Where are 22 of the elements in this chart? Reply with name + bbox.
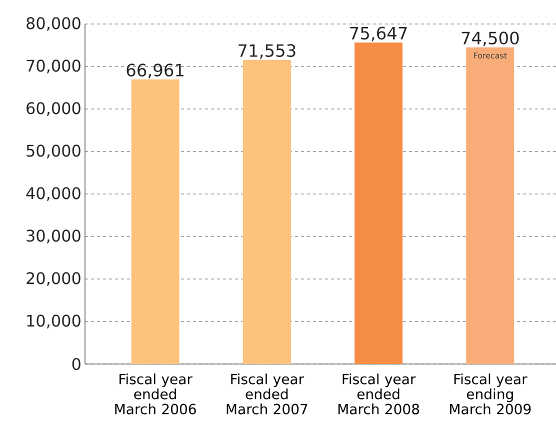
y-tick-label: 40,000: [26, 187, 80, 201]
y-tick-label: 10,000: [27, 314, 80, 328]
y-tick-label: 0: [72, 358, 80, 370]
y-tick-label: 50,000: [26, 144, 80, 158]
y-tick-label: 20,000: [26, 272, 80, 286]
y-tick-label: 70,000: [26, 60, 80, 74]
bar: [466, 47, 514, 364]
x-tick-label: Fiscal year ended March 2006: [115, 374, 196, 414]
data-label: 66,961: [126, 64, 184, 78]
bar: [242, 60, 291, 364]
y-tick-label: 60,000: [26, 102, 80, 116]
y-tick-label: 80,000: [26, 17, 80, 31]
bar: [354, 42, 403, 364]
x-tick-label: Fiscal year ending March 2009: [450, 374, 531, 414]
x-tick-label: Fiscal year ended March 2007: [226, 374, 308, 414]
bar: [131, 79, 180, 364]
data-label: 71,553: [238, 44, 296, 59]
x-tick-label: Fiscal year ended March 2008: [338, 374, 420, 414]
annotation: Forecast: [474, 52, 507, 59]
data-label: 74,500: [462, 32, 519, 46]
y-tick-label: 30,000: [26, 230, 80, 244]
data-label: 75,647: [350, 26, 407, 42]
